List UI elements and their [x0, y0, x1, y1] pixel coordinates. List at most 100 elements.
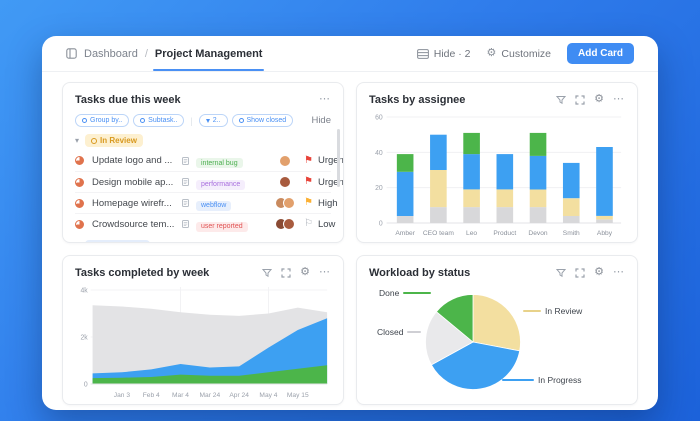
pill-label: Subtask..: [148, 117, 178, 124]
bar-chart-canvas: 0 20 40 60 Amber CEO team Leo Product Devon Smith…: [375, 114, 622, 237]
task-title: Design mobile ap...: [92, 176, 174, 188]
breadcrumb-section[interactable]: Dashboard: [84, 47, 138, 60]
task-status-icon: [75, 156, 84, 165]
leader-line: [523, 310, 541, 312]
toolbar-pill[interactable]: Show closed: [231, 114, 294, 127]
filter-icon[interactable]: [262, 268, 273, 278]
more-icon[interactable]: ⋯: [613, 93, 625, 106]
task-tag: performance: [196, 179, 246, 190]
pill-separator: |: [190, 115, 193, 126]
group-header-in-review[interactable]: ▾ In Review: [75, 134, 331, 147]
circle-icon: [238, 118, 244, 123]
group-label: In Review: [100, 136, 137, 145]
priority-flag-icon: ⚑: [304, 154, 313, 166]
group-label: In Progress: [100, 242, 144, 243]
hide-button[interactable]: Hide · 2: [416, 48, 471, 60]
add-card-button[interactable]: Add Card: [567, 43, 634, 64]
pie-label-text: Closed: [377, 327, 404, 337]
filter-icon[interactable]: [556, 268, 567, 278]
svg-text:May 4: May 4: [259, 392, 277, 399]
svg-text:May 15: May 15: [287, 392, 309, 399]
task-row[interactable]: Homepage wirefr... webflow ⚑ High: [75, 192, 338, 213]
customize-button[interactable]: ⚙ Customize: [487, 48, 551, 60]
svg-text:Mar 24: Mar 24: [200, 392, 221, 399]
pie-label-closed: Closed: [377, 327, 422, 337]
task-list: Update logo and ... internal bug ⚑ Urgent De…: [75, 150, 343, 234]
hide-fields-icon: [416, 48, 429, 59]
task-row[interactable]: Update logo and ... internal bug ⚑ Urgent: [75, 150, 343, 171]
circle-icon: [140, 118, 146, 123]
toolbar-pill[interactable]: Subtask..: [133, 114, 185, 127]
more-icon[interactable]: ⋯: [319, 93, 331, 106]
breadcrumb: Dashboard / Project Management: [66, 36, 265, 71]
filter-pills: Group by.. Subtask.. | 2.. Show closed: [75, 114, 294, 127]
description-icon: [182, 156, 194, 165]
scrollbar[interactable]: [337, 129, 340, 187]
svg-text:Jan 3: Jan 3: [114, 392, 131, 399]
card-header-icons: ⚙ ⋯: [262, 267, 331, 278]
task-status-icon: [75, 219, 84, 229]
card-tasks-by-assignee: Tasks by assignee ⚙ ⋯ 0 20 40 60 Amber CEO te…: [356, 82, 638, 243]
hide-column-button[interactable]: Hide: [311, 115, 331, 126]
priority-cell: ⚑ Urgent: [304, 176, 343, 188]
card-header: Tasks completed by week ⚙ ⋯: [75, 265, 331, 280]
chevron-down-icon[interactable]: ▾: [75, 135, 80, 145]
dashboard-grid: Tasks due this week ⋯ Group by.. Subtask.…: [42, 72, 658, 405]
priority-cell: ⚑ Urgent: [304, 154, 343, 166]
card-title: Tasks due this week: [75, 93, 181, 106]
top-bar-actions: Hide · 2 ⚙ Customize Add Card: [416, 43, 634, 64]
expand-icon[interactable]: [575, 267, 585, 278]
priority-cell: ⚑ High: [304, 198, 338, 209]
assignee-avatars: [268, 197, 302, 209]
card-header: Tasks due this week ⋯: [75, 92, 331, 107]
card-header-icons: ⚙ ⋯: [556, 94, 625, 105]
chevron-down-icon[interactable]: ▾: [75, 243, 79, 244]
pie-chart-area: Done In Review Closed In Progress: [357, 256, 637, 404]
settings-icon[interactable]: ⚙: [594, 266, 604, 278]
task-tag: webflow: [196, 200, 232, 211]
priority-flag-icon: ⚐: [304, 218, 313, 229]
card-header-icons: ⋯: [319, 93, 331, 106]
leader-line: [502, 379, 534, 381]
card-title: Workload by status: [369, 266, 471, 279]
status-badge-in-review: In Review: [85, 134, 143, 147]
svg-text:2k: 2k: [80, 334, 88, 341]
toolbar-pill[interactable]: Group by..: [75, 114, 130, 127]
task-title: Homepage wirefr...: [92, 197, 172, 209]
svg-text:4k: 4k: [80, 287, 88, 294]
card-title: Tasks by assignee: [369, 93, 466, 106]
expand-icon[interactable]: [281, 267, 291, 278]
filter-icon: [205, 118, 210, 123]
description-icon: [182, 220, 194, 228]
priority-cell: ⚐ Low: [304, 219, 335, 230]
toolbar-pill[interactable]: 2..: [198, 114, 228, 127]
pie-label-text: In Progress: [538, 375, 582, 385]
assignee-avatars: [268, 154, 302, 167]
card-header: Workload by status ⚙ ⋯: [369, 265, 625, 280]
app-window: Dashboard / Project Management Hide · 2 …: [42, 36, 658, 410]
settings-icon[interactable]: ⚙: [594, 93, 604, 105]
expand-icon[interactable]: [575, 94, 585, 105]
filter-icon[interactable]: [556, 95, 567, 105]
task-row[interactable]: Design mobile ap... performance ⚑ Urgent: [75, 171, 343, 192]
task-row[interactable]: Crowdsource tem... user reported ⚐ Low: [75, 213, 335, 234]
leader-line: [403, 292, 432, 294]
top-bar: Dashboard / Project Management Hide · 2 …: [42, 36, 658, 72]
avatar: [283, 218, 295, 230]
pie-label-in-progress: In Progress: [502, 375, 581, 385]
task-status-icon: [75, 177, 84, 187]
more-icon[interactable]: ⋯: [319, 266, 331, 279]
avatar: [279, 154, 291, 167]
priority-flag-icon: ⚑: [304, 176, 313, 187]
task-tag: internal bug: [196, 158, 243, 168]
more-icon[interactable]: ⋯: [613, 266, 625, 279]
group-header-in-progress[interactable]: ▾ In Progress: [75, 240, 331, 244]
tag-cell: user reported: [196, 215, 266, 233]
circle-icon: [82, 118, 87, 123]
pie-label-text: In Review: [545, 306, 583, 316]
tasks-toolbar: Group by.. Subtask.. | 2.. Show closed Hide: [75, 113, 331, 128]
settings-icon[interactable]: ⚙: [300, 266, 310, 278]
tag-cell: performance: [196, 173, 266, 191]
active-tab[interactable]: Project Management: [152, 36, 265, 71]
